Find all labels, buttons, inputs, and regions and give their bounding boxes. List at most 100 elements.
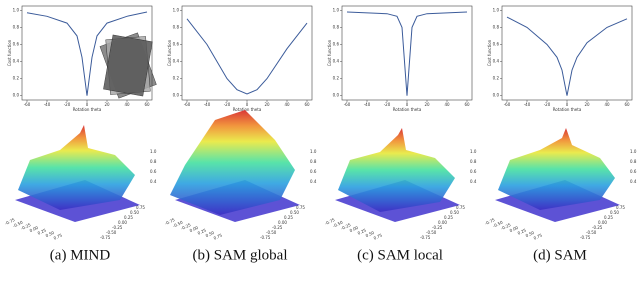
z-tick-label: 0.8: [470, 159, 477, 164]
y-tick-label: 0.2: [493, 76, 500, 81]
line: [346, 11, 468, 96]
x-tick-label: -0.25: [180, 222, 192, 231]
y-tick-label: -0.50: [586, 230, 597, 235]
y-tick-label: -0.75: [100, 235, 111, 240]
x-tick-label: -40: [44, 102, 51, 107]
x-tick-label: -60: [344, 102, 351, 107]
y-tick-label: 0.75: [456, 205, 465, 210]
z-tick-label: 0.8: [150, 159, 157, 164]
x-tick-label: 0.50: [525, 230, 536, 238]
z-tick-label: 0.4: [150, 179, 157, 184]
x-tick-label: -0.25: [340, 222, 352, 231]
x-axis-label: Rotation theta: [73, 107, 102, 112]
z-tick-label: 1.0: [310, 149, 317, 154]
y-tick-label: 0.0: [173, 93, 180, 98]
y-axis-label: Cost function: [7, 39, 12, 66]
y-tick-label: 0.6: [13, 41, 20, 46]
line: [26, 11, 148, 96]
y-tick-label: 1.0: [333, 7, 340, 12]
y-tick-label: -0.75: [420, 235, 431, 240]
x-tick-label: 0.00: [349, 225, 360, 233]
x-tick-label: 60: [144, 102, 150, 107]
line: [186, 18, 308, 95]
x-tick-label: -0.50: [492, 219, 504, 228]
x-tick-label: 40: [604, 102, 610, 107]
y-tick-label: -0.50: [266, 230, 277, 235]
x-tick-label: 60: [464, 102, 470, 107]
surface: [338, 128, 455, 212]
z-tick-label: 1.0: [630, 149, 637, 154]
y-tick-label: 0.25: [284, 215, 293, 220]
x-tick-label: 0.25: [517, 227, 528, 235]
y-tick-label: -0.25: [432, 225, 443, 230]
z-tick-label: 0.4: [470, 179, 477, 184]
y-tick-label: 0.00: [438, 220, 447, 225]
y-tick-label: 0.8: [333, 24, 340, 29]
x-tick-label: -0.75: [484, 217, 496, 226]
x-tick-label: -0.25: [20, 222, 32, 231]
y-tick-label: 0.0: [333, 93, 340, 98]
y-axis-label: Cost function: [487, 39, 492, 66]
x-tick-label: 20: [584, 102, 590, 107]
y-axis-label: Cost function: [327, 39, 332, 66]
x-tick-label: -0.75: [164, 217, 176, 226]
x-tick-label: 0.00: [29, 225, 40, 233]
plot-frame: [181, 5, 313, 101]
z-tick-label: 0.6: [310, 169, 317, 174]
y-tick-label: 0.6: [333, 41, 340, 46]
x-tick-label: 0: [406, 102, 409, 107]
z-tick-label: 0.4: [630, 179, 637, 184]
x-axis-label: Rotation theta: [553, 107, 582, 112]
x-tick-label: -0.25: [500, 222, 512, 231]
y-tick-label: 0.0: [13, 93, 20, 98]
x-tick-label: -0.75: [4, 217, 16, 226]
z-tick-label: 1.0: [470, 149, 477, 154]
y-tick-label: 0.50: [130, 210, 139, 215]
x-tick-label: -0.50: [12, 219, 24, 228]
y-tick-label: 0.75: [296, 205, 305, 210]
z-tick-label: 1.0: [150, 149, 157, 154]
x-tick-label: 0.50: [45, 230, 56, 238]
x-axis-label: Rotation theta: [393, 107, 422, 112]
y-tick-label: 0.2: [333, 76, 340, 81]
y-tick-label: 0.25: [444, 215, 453, 220]
x-tick-label: -60: [504, 102, 511, 107]
y-tick-label: 1.0: [13, 7, 20, 12]
z-tick-label: 0.8: [310, 159, 317, 164]
x-tick-label: 40: [284, 102, 290, 107]
surface: [170, 110, 295, 215]
z-tick-label: 0.6: [630, 169, 637, 174]
x-tick-label: 0.00: [509, 225, 520, 233]
y-tick-label: -0.25: [112, 225, 123, 230]
x-tick-label: 0.75: [533, 232, 544, 240]
x-tick-label: -20: [64, 102, 71, 107]
y-tick-label: 0.75: [136, 205, 145, 210]
y-tick-label: 0.00: [598, 220, 607, 225]
x-tick-label: -0.50: [172, 219, 184, 228]
x-tick-label: -20: [544, 102, 551, 107]
inset-image: [103, 34, 153, 97]
y-axis-label: Cost function: [167, 39, 172, 66]
x-tick-label: 0: [246, 102, 249, 107]
y-tick-label: 0.2: [13, 76, 20, 81]
y-tick-label: 0.6: [173, 41, 180, 46]
x-tick-label: 0.25: [357, 227, 368, 235]
y-tick-label: 0.2: [173, 76, 180, 81]
x-tick-label: 0.50: [205, 230, 216, 238]
x-tick-label: -60: [184, 102, 191, 107]
x-tick-label: -40: [524, 102, 531, 107]
x-tick-label: 60: [624, 102, 630, 107]
z-tick-label: 0.6: [150, 169, 157, 174]
x-tick-label: 0.75: [53, 232, 64, 240]
x-tick-label: 0: [86, 102, 89, 107]
y-tick-label: -0.75: [260, 235, 271, 240]
line: [506, 16, 628, 96]
y-tick-label: -0.75: [580, 235, 591, 240]
x-tick-label: -60: [24, 102, 31, 107]
z-tick-label: 0.4: [310, 179, 317, 184]
surface: [18, 125, 135, 210]
z-tick-label: 0.6: [470, 169, 477, 174]
caption: (c) SAM local: [357, 247, 443, 263]
x-tick-label: 0.50: [365, 230, 376, 238]
